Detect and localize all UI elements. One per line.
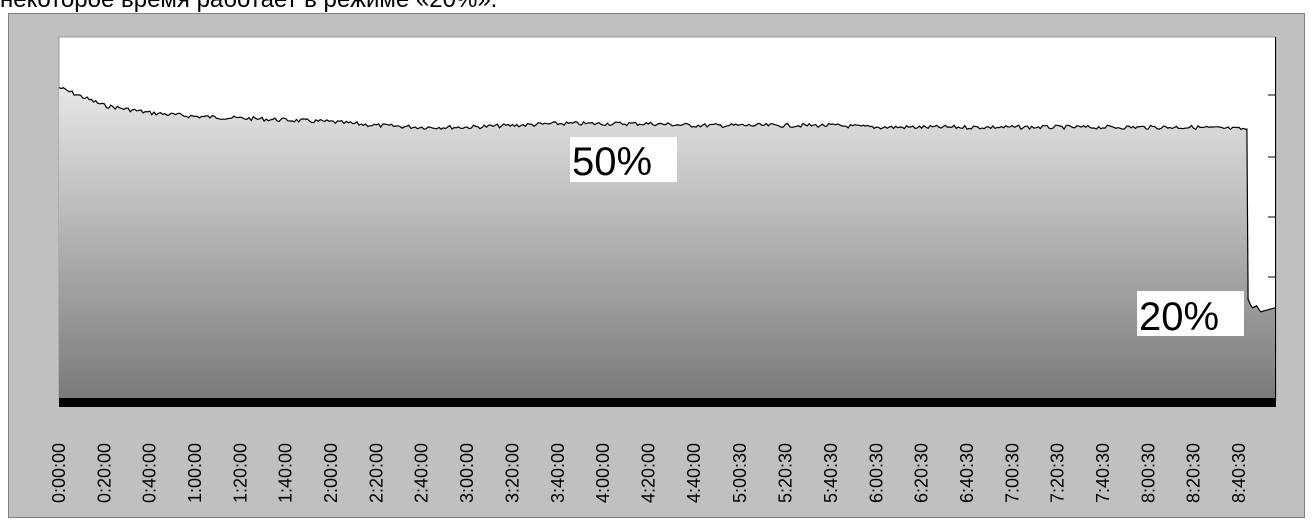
x-tick-label: 2:00:00 — [321, 443, 341, 503]
right-axis-ticks — [1268, 94, 1276, 278]
x-tick-label: 3:40:00 — [548, 443, 568, 503]
x-tick-label: 7:00:30 — [1002, 443, 1022, 503]
x-tick-label: 4:20:00 — [638, 443, 658, 503]
baseline-bar — [59, 398, 1276, 407]
x-tick-label: 1:00:00 — [185, 443, 205, 503]
x-tick-label: 6:40:30 — [957, 443, 977, 503]
annotation-20-bg — [1137, 291, 1244, 336]
x-tick-label: 3:00:00 — [457, 443, 477, 503]
x-tick-label: 5:40:30 — [821, 443, 841, 503]
annotation-50: 50% — [572, 140, 652, 184]
x-tick-label: 8:40:30 — [1229, 443, 1249, 503]
annotation-50-bg — [570, 137, 677, 182]
x-tick-label: 6:00:30 — [866, 443, 886, 503]
caption-text: некоторое время работает в режиме «20%». — [0, 0, 497, 13]
x-tick-label: 8:20:30 — [1184, 443, 1204, 503]
series-line — [58, 86, 1276, 313]
x-tick-label: 0:40:00 — [140, 443, 160, 503]
x-tick-label: 2:20:00 — [366, 443, 386, 503]
x-tick-label: 4:40:00 — [684, 443, 704, 503]
x-axis-ticks: 0:00:00 0:20:00 0:40:00 1:00:00 1:20:00 1:40:… — [49, 443, 1249, 503]
x-tick-label: 0:20:00 — [94, 443, 114, 503]
annotation-20: 20% — [1139, 295, 1219, 339]
x-tick-label: 5:20:30 — [776, 443, 796, 503]
x-tick-label: 1:20:00 — [230, 443, 250, 503]
x-tick-label: 4:00:00 — [593, 443, 613, 503]
x-tick-label: 5:00:30 — [730, 443, 750, 503]
x-tick-label: 6:20:30 — [912, 443, 932, 503]
x-tick-label: 7:20:30 — [1048, 443, 1068, 503]
x-tick-label: 3:20:00 — [502, 443, 522, 503]
area-fill — [59, 87, 1275, 398]
x-tick-label: 8:00:30 — [1138, 443, 1158, 503]
x-tick-label: 1:40:00 — [276, 443, 296, 503]
x-tick-label: 7:40:30 — [1093, 443, 1113, 503]
x-tick-label: 2:40:00 — [412, 443, 432, 503]
x-tick-label: 0:00:00 — [49, 443, 69, 503]
